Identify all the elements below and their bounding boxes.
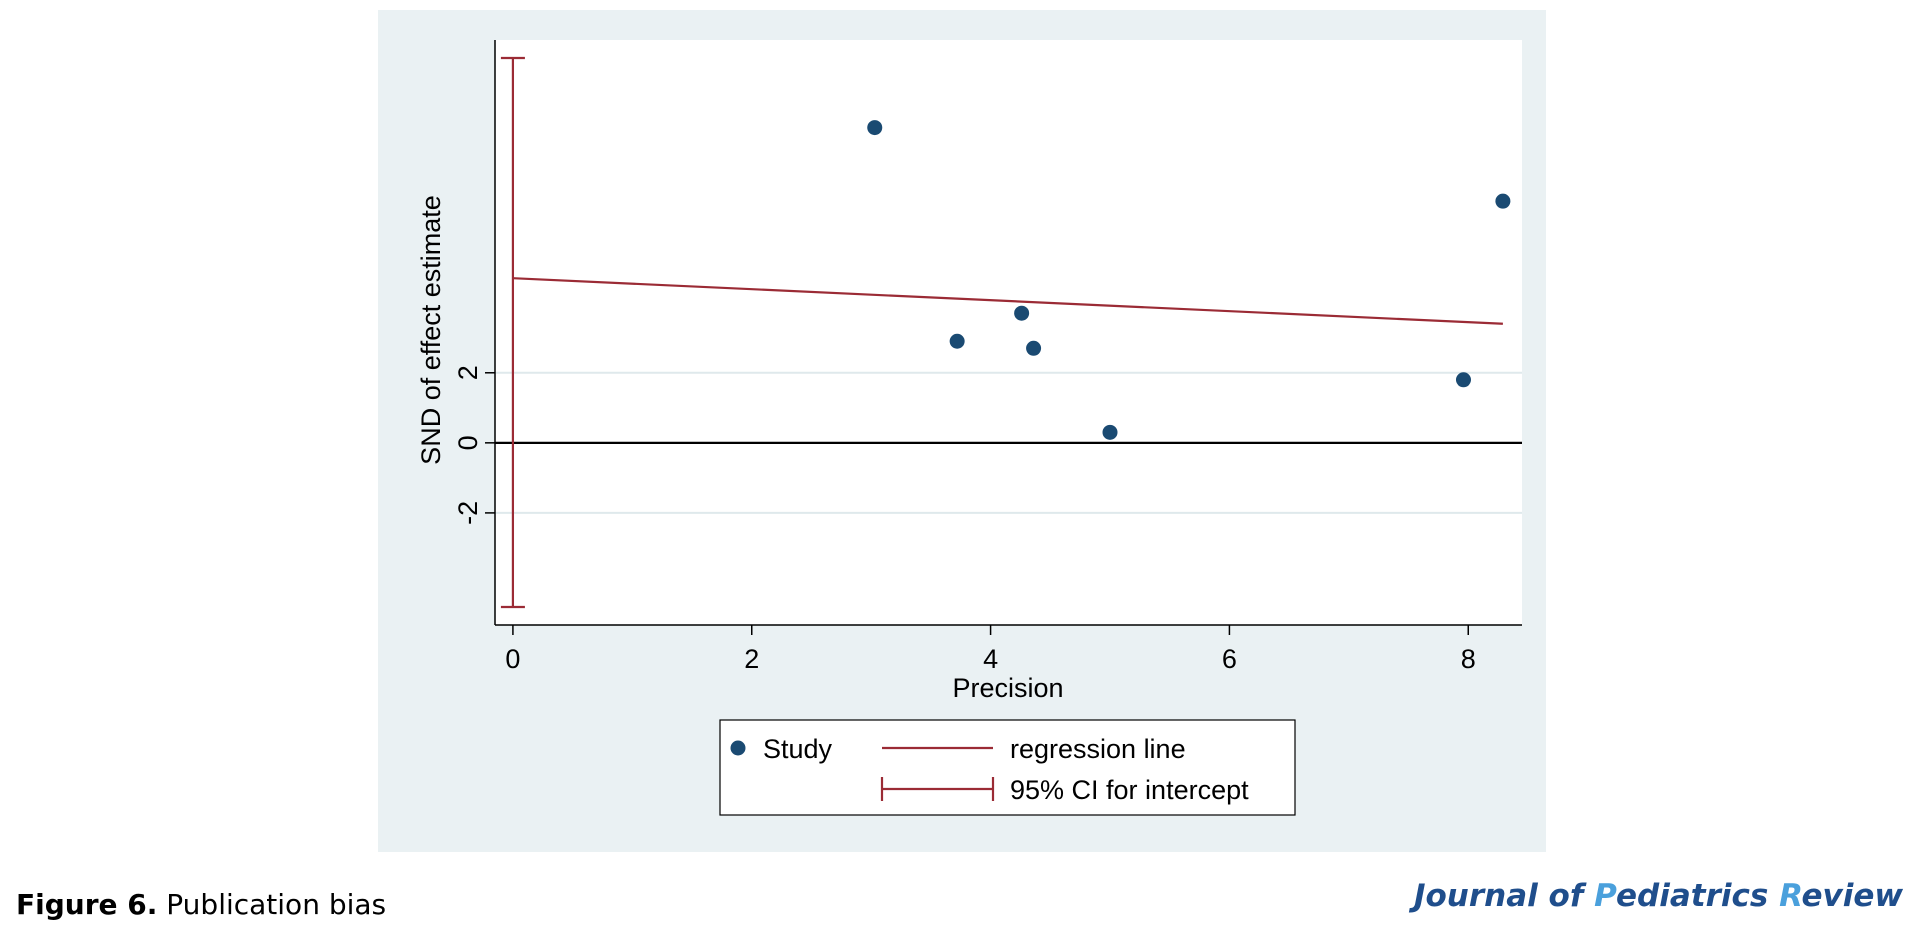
y-tick-label: 2 (453, 365, 483, 380)
journal-letter-j: J (1413, 878, 1426, 914)
regression-line (512, 277, 1503, 325)
x-tick-label: 6 (1222, 644, 1237, 674)
line-layer (512, 277, 1503, 325)
x-axis-title: Precision (952, 673, 1063, 703)
figure-caption: Figure 6. Publication bias (16, 888, 386, 921)
journal-logo: Journal of Pediatrics Review (1414, 878, 1903, 914)
journal-text-1: ournal of (1425, 878, 1595, 914)
tick-layer: -2 0 2 0 2 4 6 8 (453, 365, 1476, 674)
y-tick-label: -2 (453, 501, 483, 525)
legend-box (719, 719, 1296, 816)
y-tick-label: 0 (453, 435, 483, 450)
legend-ci-label: 95% CI for intercept (1010, 775, 1249, 805)
journal-text-2: ediatrics (1616, 878, 1780, 914)
journal-letter-r: R (1779, 878, 1802, 914)
caption-text: Publication bias (157, 888, 387, 921)
x-tick-label: 4 (983, 644, 998, 674)
caption-label: Figure 6. (16, 888, 158, 921)
legend: Study regression line 95% CI for interce… (719, 719, 1296, 816)
legend-regression-label: regression line (1010, 734, 1186, 764)
axis-layer (494, 40, 1522, 626)
plot-region (495, 40, 1522, 625)
journal-letter-p: P (1594, 878, 1617, 914)
x-tick-label: 2 (744, 644, 759, 674)
x-tick-label: 0 (505, 644, 520, 674)
study-point (867, 120, 883, 136)
y-axis-title: SND of effect estimate (416, 195, 446, 465)
study-point (1102, 424, 1118, 440)
study-point (1495, 193, 1511, 209)
legend-study-label: Study (763, 734, 833, 764)
legend-study-marker (730, 740, 746, 756)
ci-layer (500, 56, 525, 609)
grid-layer (495, 371, 1522, 514)
study-point (1455, 372, 1471, 388)
point-layer (867, 120, 1511, 440)
x-tick-label: 8 (1461, 644, 1476, 674)
journal-text-3: eview (1801, 878, 1903, 914)
study-point (949, 333, 965, 349)
study-point (1026, 340, 1042, 356)
study-point (1014, 305, 1030, 321)
